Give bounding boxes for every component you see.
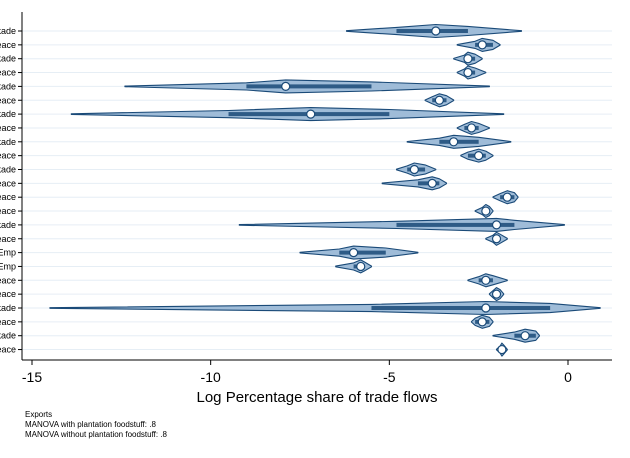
y-tick-label: kade: [0, 165, 16, 175]
violin-median-marker: [491, 220, 502, 230]
violin-median-marker: [281, 81, 291, 92]
violin-iqr-box: [371, 306, 551, 310]
violin-iqr-box: [246, 84, 372, 89]
violin-median-marker: [427, 178, 437, 188]
violin-median-marker: [477, 317, 487, 327]
y-tick-label: kade: [0, 54, 16, 64]
violin-body: [49, 300, 601, 316]
violin-median-marker: [520, 331, 530, 341]
violin-median-marker: [463, 67, 473, 78]
x-tick-label: 0: [564, 369, 572, 385]
y-tick-label: kade: [0, 303, 16, 313]
violin-median-marker: [481, 303, 491, 313]
y-tick-label: kade: [0, 331, 16, 341]
notes-line-2: MANOVA with plantation foodstuff: .8: [25, 420, 156, 429]
violin-median-marker: [349, 248, 359, 258]
violin-median-marker: [477, 40, 487, 50]
y-tick-label: Emp: [0, 248, 16, 258]
notes-line-1: Exports: [25, 410, 53, 419]
violin-median-marker: [481, 275, 491, 285]
x-tick-label: -5: [383, 369, 396, 385]
violin-median-marker: [306, 109, 316, 119]
violin-median-marker: [497, 344, 507, 355]
x-tick-label: -10: [201, 369, 221, 385]
y-tick-label: kade: [0, 109, 16, 119]
violin-median-marker: [491, 234, 502, 244]
violin-median-marker: [481, 206, 491, 216]
x-axis: -15 -10 -5 0: [18, 12, 612, 385]
violin-median-marker: [449, 137, 459, 147]
violin-iqr-box: [439, 139, 479, 144]
y-tick-label: Emp: [0, 261, 16, 271]
violin-median-marker: [474, 151, 484, 161]
violin-iqr-box: [396, 222, 515, 227]
x-tick-label: -15: [22, 369, 42, 385]
violin-iqr-box: [339, 250, 386, 255]
violin-median-marker: [434, 95, 444, 105]
violin-median-marker: [491, 289, 502, 299]
notes-line-3: MANOVA without plantation foodstuff: .8: [25, 430, 168, 439]
violin-median-marker: [409, 164, 419, 175]
violins: [49, 23, 601, 357]
violin-median-marker: [431, 26, 441, 36]
violin-median-marker: [466, 123, 477, 133]
y-tick-label: kade: [0, 81, 16, 91]
y-tick-label: kade: [0, 220, 16, 230]
chart-notes: Exports MANOVA with plantation foodstuff…: [25, 410, 167, 440]
x-axis-title: Log Percentage share of trade flows: [197, 389, 438, 406]
violin-median-marker: [356, 261, 366, 272]
y-tick-label: kade: [0, 137, 16, 147]
y-tick-label: kade: [0, 26, 16, 36]
violin-median-marker: [463, 54, 473, 64]
violin-median-marker: [502, 192, 512, 202]
